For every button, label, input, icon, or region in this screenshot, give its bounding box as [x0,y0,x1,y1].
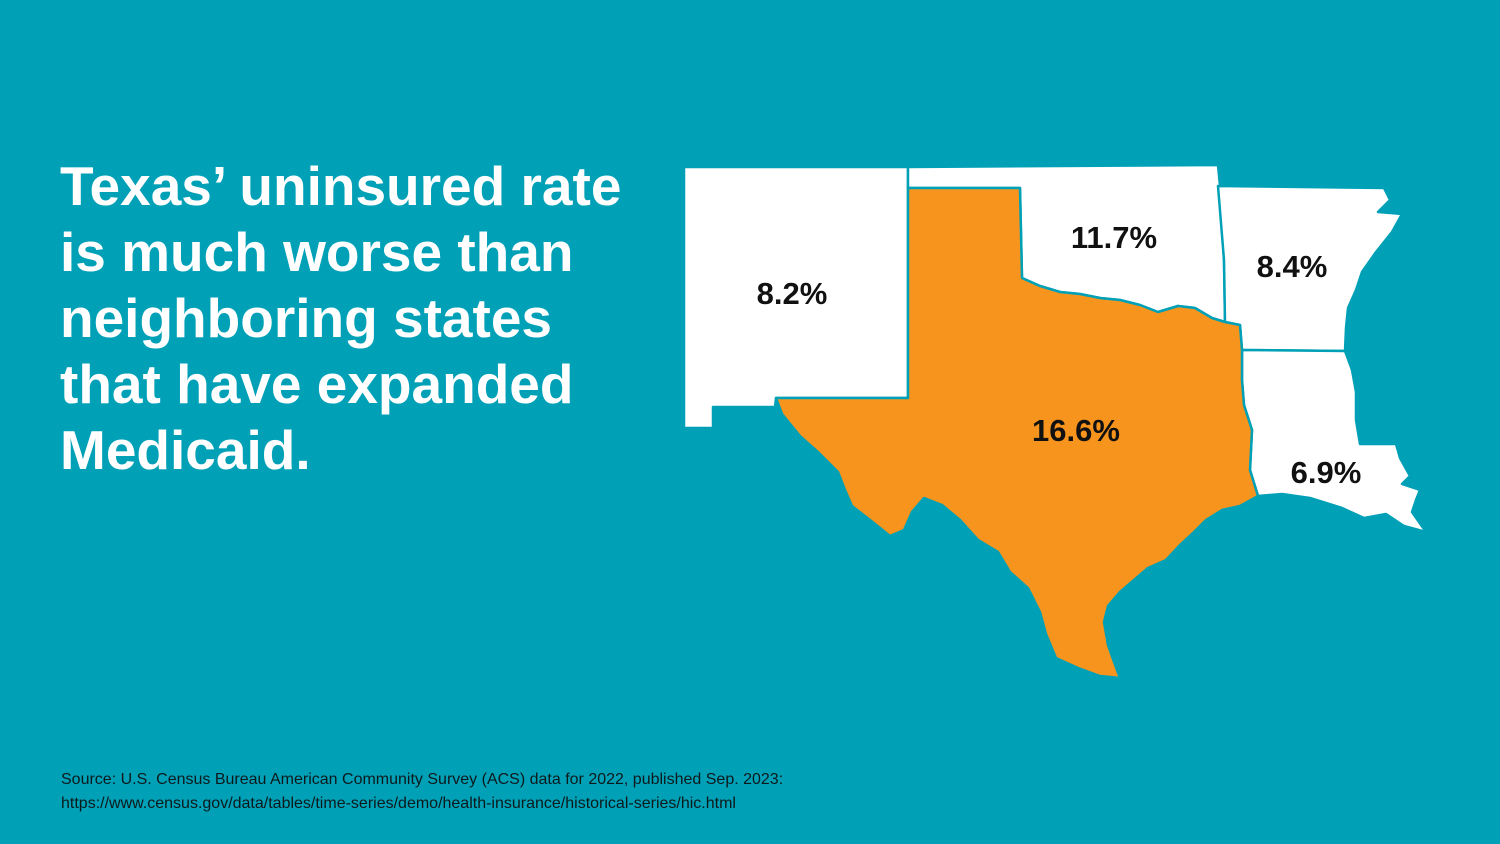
state-texas [774,186,1260,680]
source-citation: Source: U.S. Census Bureau American Comm… [61,768,961,816]
headline-line: neighboring states [60,287,552,349]
source-url: https://www.census.gov/data/tables/time-… [61,795,736,812]
headline: Texas’ uninsured rate is much worse than… [60,153,680,483]
headline-line: Texas’ uninsured rate [60,155,622,217]
rate-label-arkansas: 8.4% [1257,249,1328,284]
headline-line: Medicaid. [60,419,311,481]
headline-line: is much worse than [60,221,574,283]
rate-label-oklahoma: 11.7% [1071,220,1157,255]
state-louisiana [1240,348,1428,534]
source-text: Source: U.S. Census Bureau American Comm… [61,771,784,788]
rate-label-texas: 16.6% [1032,413,1120,448]
rate-label-new-mexico: 8.2% [757,276,828,311]
rate-label-louisiana: 6.9% [1291,455,1362,490]
headline-line: that have expanded [60,353,574,415]
